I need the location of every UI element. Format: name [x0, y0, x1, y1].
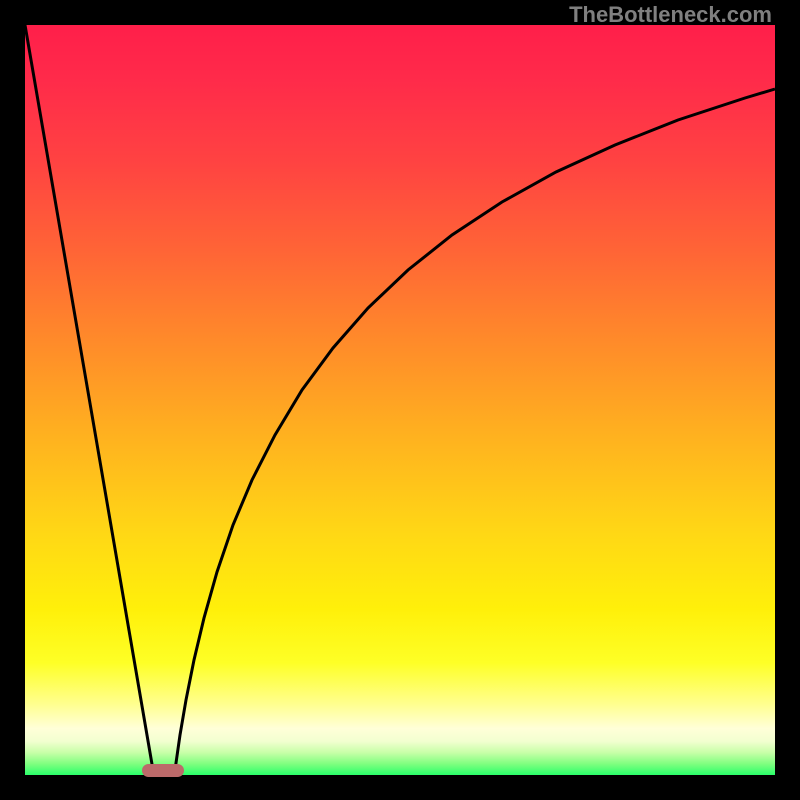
curve-overlay [0, 0, 800, 800]
left-descending-line [25, 25, 153, 770]
watermark-text: TheBottleneck.com [569, 2, 772, 28]
right-rising-curve [175, 89, 775, 770]
chart-container: TheBottleneck.com [0, 0, 800, 800]
bottom-marker [142, 764, 184, 777]
